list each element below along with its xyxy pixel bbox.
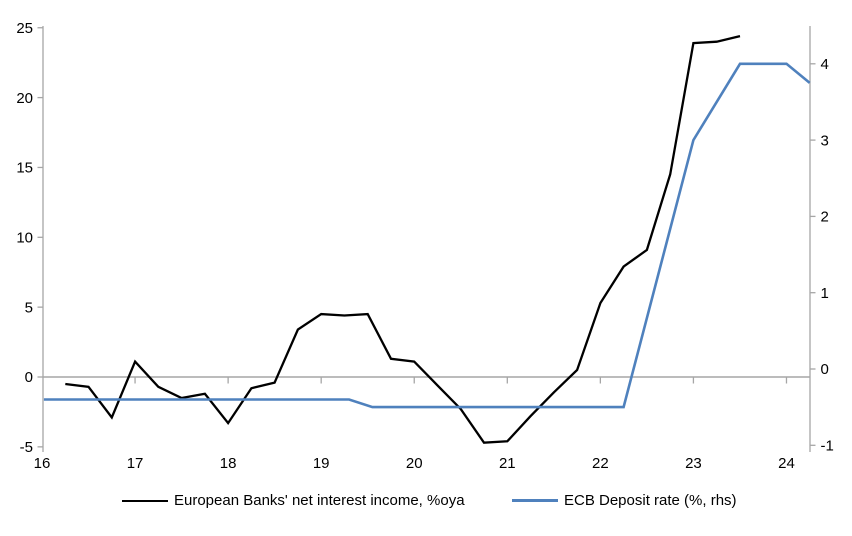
left-tick-label: -5 xyxy=(20,439,33,456)
data-series xyxy=(43,34,811,444)
ecb-rate-series-line xyxy=(43,62,811,409)
left-tick-label: 0 xyxy=(25,369,33,386)
right-tick-label: 4 xyxy=(821,56,829,73)
x-tick-label: 23 xyxy=(685,455,702,472)
left-axis-ticks: 25 20 15 10 5 0 -5 xyxy=(16,20,43,456)
right-tick-label: 2 xyxy=(821,209,829,226)
nii-legend-label: European Banks' net interest income, %oy… xyxy=(174,492,465,509)
right-axis-ticks: 4 3 2 1 0 -1 xyxy=(810,56,834,455)
right-tick-label: 3 xyxy=(821,132,829,149)
legend-item-nii: European Banks' net interest income, %oy… xyxy=(122,492,465,509)
x-tick-label: 18 xyxy=(220,455,237,472)
x-tick-label: 19 xyxy=(313,455,330,472)
ecb-legend-label: ECB Deposit rate (%, rhs) xyxy=(564,492,737,509)
x-axis-labels: 16 17 18 19 20 21 22 23 24 xyxy=(34,455,795,472)
nii-series-line xyxy=(65,34,741,444)
ecb-line-sample xyxy=(512,499,558,502)
right-tick-label: -1 xyxy=(821,438,834,455)
x-tick-label: 21 xyxy=(499,455,516,472)
x-tick-label: 20 xyxy=(406,455,423,472)
left-tick-label: 10 xyxy=(16,230,33,247)
x-tick-label: 24 xyxy=(778,455,795,472)
x-tick-label: 22 xyxy=(592,455,609,472)
nii-line-sample xyxy=(122,499,168,502)
legend-item-ecb: ECB Deposit rate (%, rhs) xyxy=(512,492,737,509)
left-tick-label: 15 xyxy=(16,160,33,177)
left-tick-label: 20 xyxy=(16,90,33,107)
x-tick-label: 17 xyxy=(127,455,144,472)
right-tick-label: 0 xyxy=(821,361,829,378)
zero-line-year-ticks xyxy=(134,377,788,384)
left-tick-label: 25 xyxy=(16,20,33,37)
left-tick-label: 5 xyxy=(25,299,33,316)
x-tick-label: 16 xyxy=(34,455,51,472)
right-tick-label: 1 xyxy=(821,285,829,302)
